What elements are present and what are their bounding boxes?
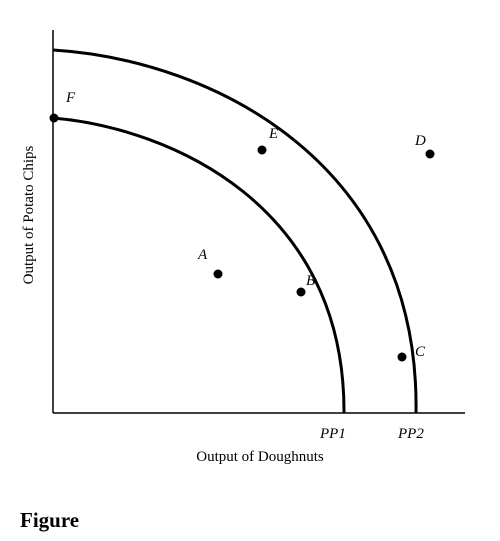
curve-pp1 bbox=[52, 116, 346, 414]
y-axis-label: Output of Potato Chips bbox=[21, 145, 37, 284]
point-label-a: A bbox=[197, 247, 208, 263]
point-label-b: B bbox=[306, 273, 315, 289]
point-label-f: F bbox=[65, 90, 76, 106]
point-b bbox=[296, 287, 306, 297]
point-label-d: D bbox=[414, 133, 426, 149]
point-a bbox=[213, 269, 223, 279]
x-axis-label: Output of Doughnuts bbox=[196, 449, 324, 465]
point-e bbox=[257, 145, 267, 155]
point-label-c: C bbox=[415, 344, 426, 360]
point-d bbox=[425, 149, 435, 159]
figure-caption: Figure bbox=[20, 508, 80, 532]
curve-label-pp1: PP1 bbox=[319, 426, 346, 442]
curve-label-pp2: PP2 bbox=[397, 426, 424, 442]
point-c bbox=[397, 352, 407, 362]
curve-pp2 bbox=[52, 48, 418, 414]
point-f bbox=[49, 113, 59, 123]
point-label-e: E bbox=[268, 126, 278, 142]
